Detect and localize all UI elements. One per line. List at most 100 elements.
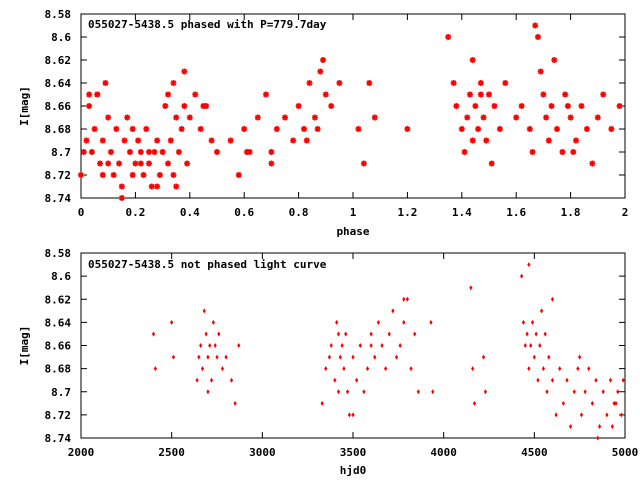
- data-point: [204, 331, 208, 337]
- data-point: [387, 331, 391, 337]
- data-point: [78, 172, 84, 178]
- data-point: [545, 137, 552, 144]
- data-point: [170, 80, 177, 86]
- data-point: [472, 103, 479, 109]
- y-tick-label: 8.62: [45, 293, 72, 306]
- data-point: [306, 80, 313, 86]
- data-point: [554, 126, 560, 132]
- data-point: [173, 114, 180, 121]
- data-point: [91, 126, 98, 132]
- data-point: [235, 172, 242, 178]
- x-tick-label: 0.4: [180, 206, 200, 219]
- x-tick-label: 0.2: [125, 206, 145, 219]
- x-tick-label: 2500: [158, 446, 185, 459]
- data-point: [186, 114, 193, 121]
- plot-title: 055027-5438.5 not phased light curve: [88, 258, 327, 271]
- data-point: [171, 354, 176, 360]
- data-point: [241, 126, 248, 132]
- x-tick-label: 1: [350, 206, 357, 219]
- data-point: [567, 114, 574, 121]
- data-point: [229, 377, 234, 383]
- data-point: [214, 149, 220, 155]
- y-tick-label: 8.74: [45, 432, 72, 445]
- data-point: [461, 149, 468, 155]
- data-point: [496, 126, 503, 132]
- data-point: [366, 80, 373, 86]
- data-point: [413, 331, 417, 337]
- data-point: [197, 126, 204, 132]
- data-point: [562, 91, 569, 98]
- data-point: [458, 126, 465, 132]
- x-tick-label: 0.6: [234, 206, 254, 219]
- data-point: [483, 137, 490, 144]
- data-point: [612, 400, 616, 406]
- y-tick-label: 8.66: [45, 100, 72, 113]
- data-point: [351, 412, 355, 418]
- data-point: [429, 319, 433, 325]
- data-point: [445, 34, 452, 40]
- data-point: [605, 412, 609, 418]
- data-point: [113, 126, 120, 132]
- data-point: [314, 126, 321, 132]
- data-point: [545, 389, 549, 395]
- data-point: [99, 137, 106, 144]
- data-point: [596, 435, 600, 441]
- data-point: [362, 389, 366, 395]
- data-point: [262, 91, 269, 98]
- data-point: [118, 195, 125, 201]
- data-point: [601, 389, 605, 395]
- y-tick-label: 8.62: [45, 54, 72, 67]
- data-point: [594, 114, 601, 121]
- data-point: [598, 423, 602, 429]
- data-point: [336, 80, 343, 86]
- phased-panel: 8.58 8.6 8.62 8.64 8.66 8.68 8.7 8.72 8.74 0 0.2 0.…: [18, 8, 628, 238]
- data-point: [558, 366, 562, 372]
- data-point: [206, 389, 210, 395]
- x-tick-label: 0.8: [289, 206, 309, 219]
- data-point: [110, 172, 117, 178]
- data-point: [340, 343, 344, 348]
- data-point: [360, 160, 367, 167]
- data-point: [404, 126, 411, 132]
- data-point: [559, 149, 566, 155]
- data-point: [129, 172, 136, 178]
- data-point: [405, 296, 409, 302]
- data-point: [345, 389, 350, 395]
- x-tick-label: 2000: [68, 446, 95, 459]
- data-point: [587, 366, 591, 372]
- data-point: [116, 160, 123, 167]
- data-point: [200, 366, 205, 372]
- data-point: [527, 366, 531, 372]
- data-point: [211, 319, 215, 325]
- y-tick-label: 8.6: [51, 270, 71, 283]
- data-point: [336, 389, 341, 395]
- data-point: [107, 149, 114, 155]
- data-point: [153, 366, 157, 372]
- data-point: [301, 126, 308, 132]
- data-point: [543, 114, 550, 121]
- data-point: [520, 273, 524, 279]
- data-point: [488, 160, 495, 167]
- data-point: [590, 400, 594, 406]
- data-point: [243, 149, 250, 155]
- data-point: [88, 149, 95, 155]
- data-point: [453, 103, 460, 109]
- data-point: [561, 400, 565, 406]
- data-point: [394, 354, 399, 360]
- data-point: [548, 103, 555, 109]
- data-point: [491, 103, 498, 109]
- data-point: [469, 137, 476, 144]
- data-point: [328, 103, 335, 109]
- data-point: [273, 126, 280, 132]
- x-tick-label: 5000: [612, 446, 639, 459]
- data-point: [324, 366, 328, 372]
- data-point: [572, 389, 576, 395]
- x-tick-label: 2: [622, 206, 629, 219]
- data-point: [268, 149, 275, 155]
- data-point: [217, 331, 221, 337]
- data-point: [143, 126, 150, 132]
- data-point: [200, 103, 207, 109]
- x-axis-label: hjd0: [340, 464, 367, 477]
- data-point: [132, 160, 139, 167]
